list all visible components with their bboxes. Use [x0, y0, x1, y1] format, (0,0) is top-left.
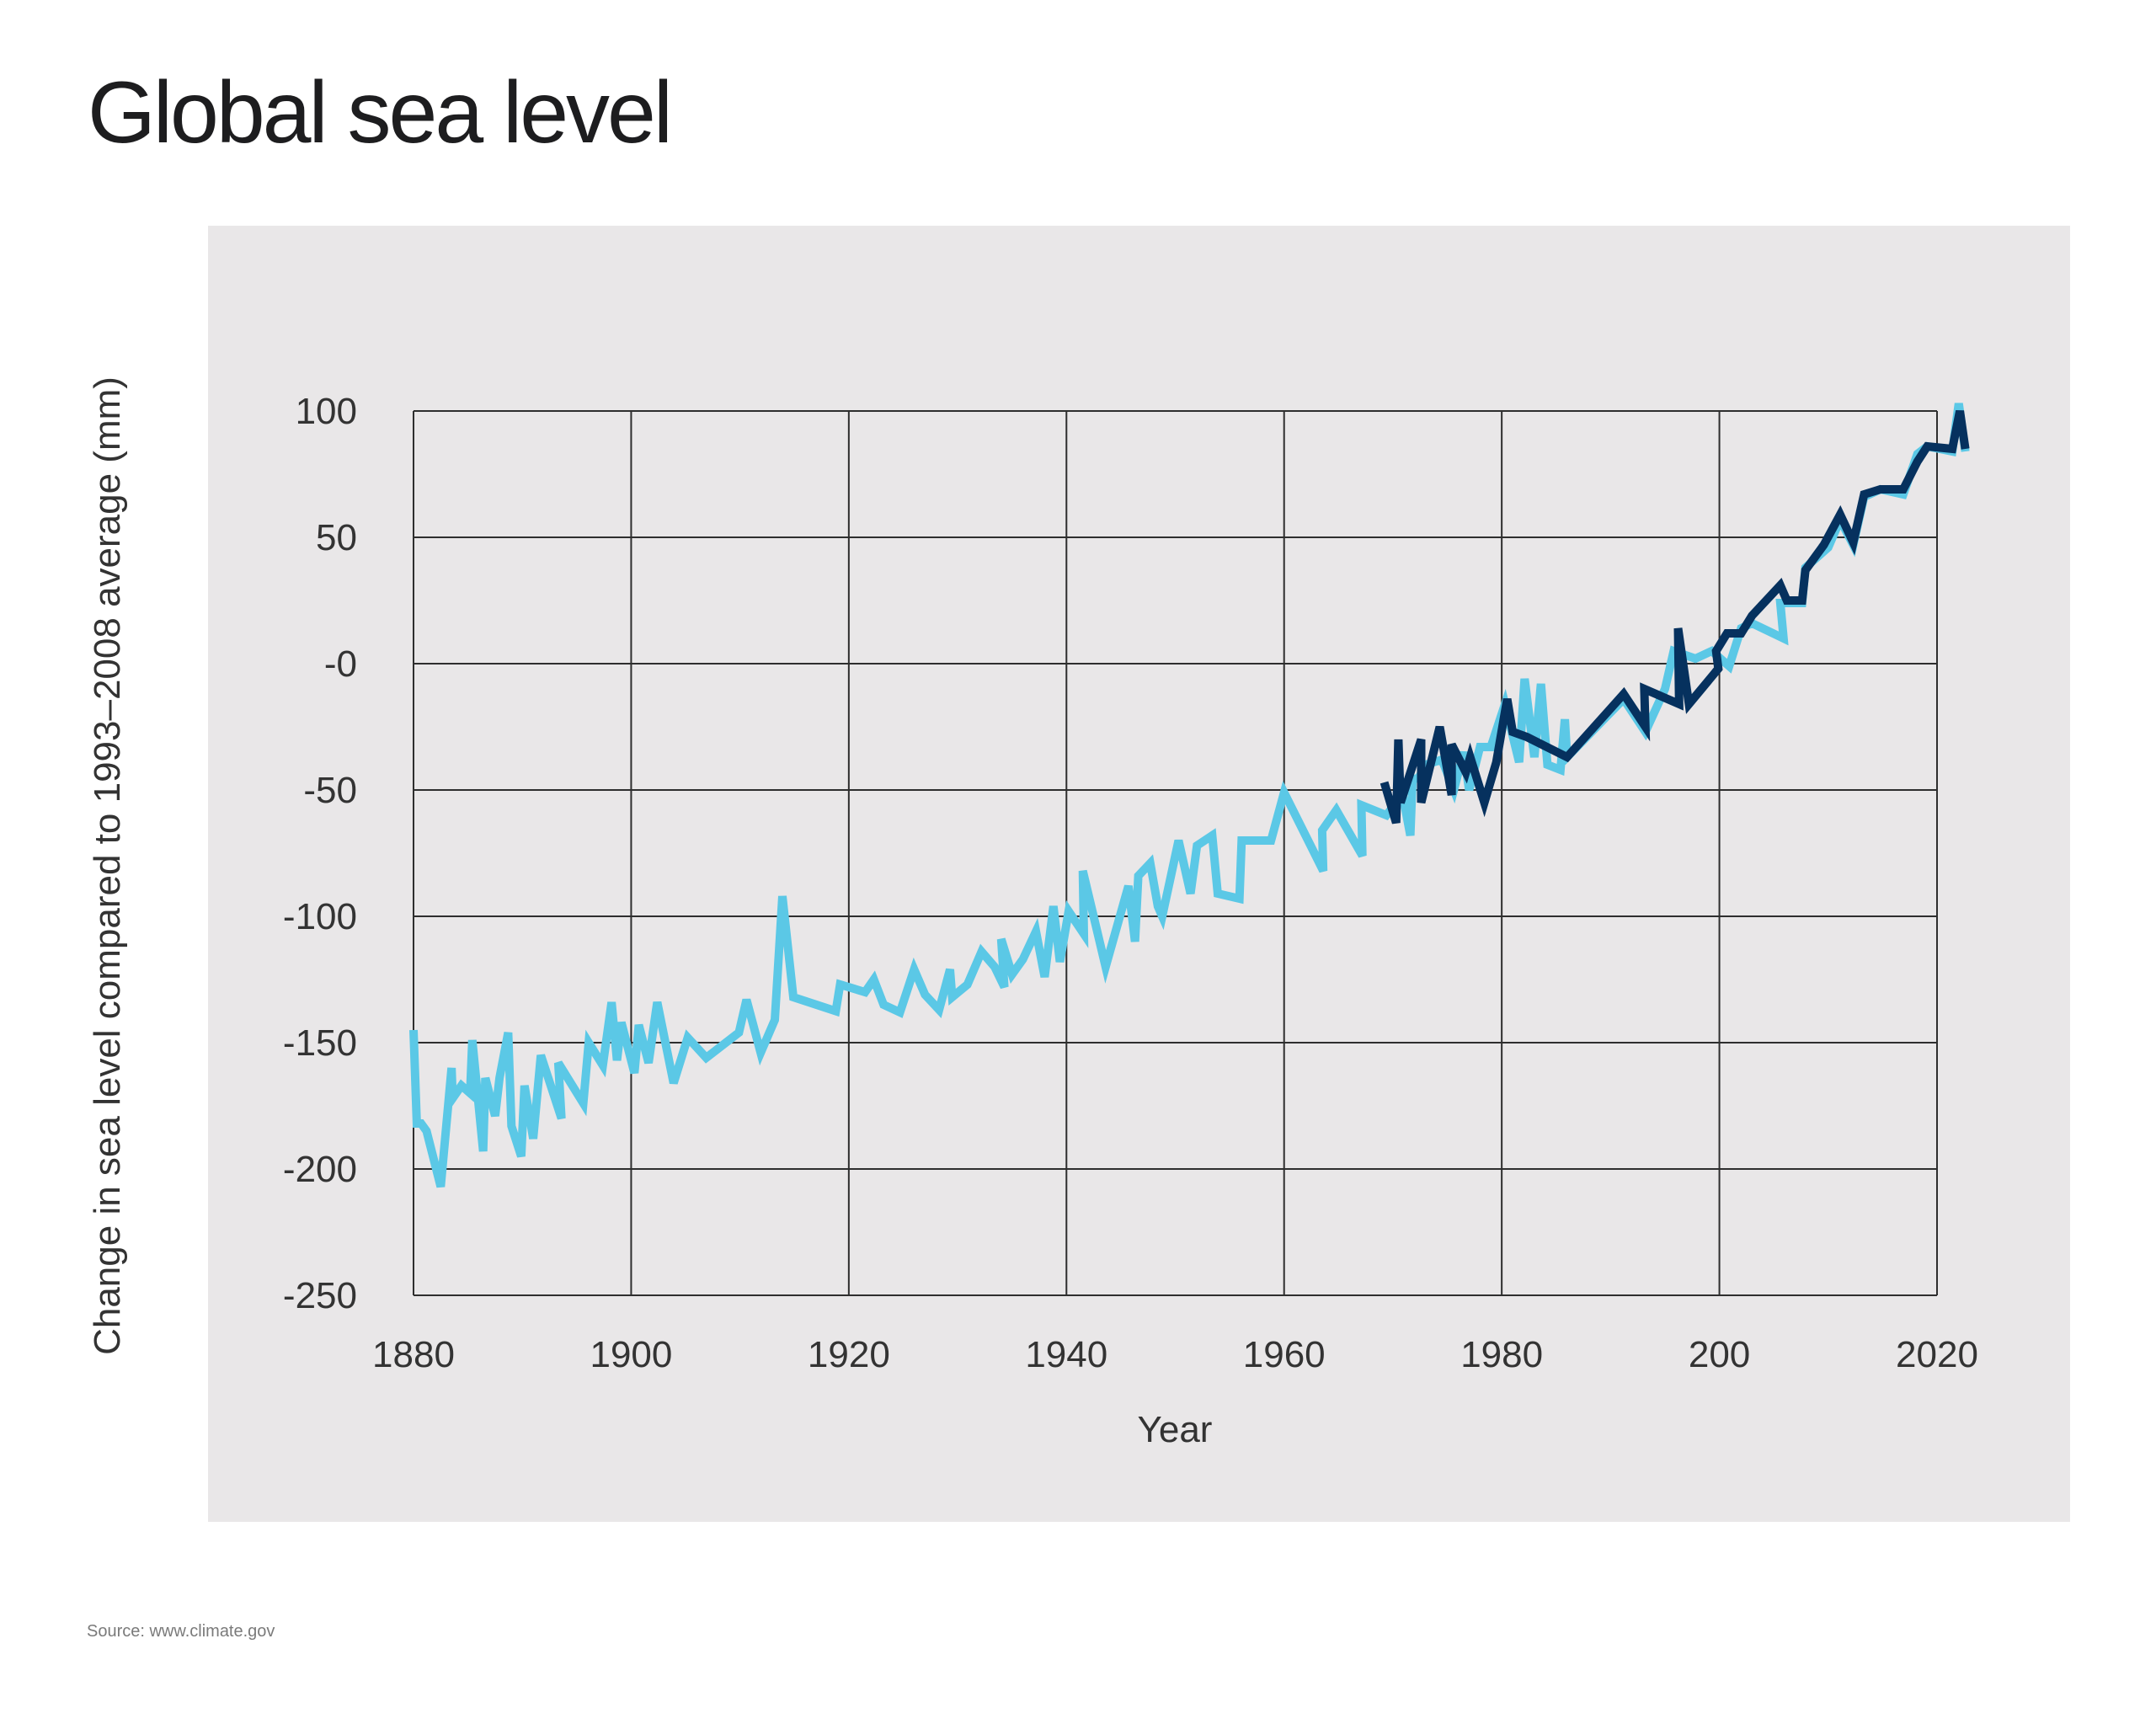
y-axis-title: Change in sea level compared to 1993–200… — [87, 376, 128, 1355]
x-tick-label: 2020 — [1896, 1334, 1978, 1375]
y-tick-label: -150 — [283, 1022, 357, 1064]
y-tick-label: -200 — [283, 1149, 357, 1190]
x-tick-labels: 1880 1900 1920 1940 1960 1980 200 2020 — [372, 1334, 1978, 1375]
y-tick-label: -100 — [283, 896, 357, 937]
source-credit: Source: www.climate.gov — [87, 1622, 275, 1641]
x-tick-label: 1980 — [1460, 1334, 1543, 1375]
x-tick-label: 1880 — [372, 1334, 455, 1375]
x-tick-label: 200 — [1689, 1334, 1750, 1375]
y-tick-label: 100 — [296, 391, 357, 432]
series-line-dark — [1380, 410, 1970, 825]
series-layer — [409, 403, 1970, 1188]
x-tick-label: 1920 — [808, 1334, 890, 1375]
y-tick-label: -50 — [303, 770, 357, 811]
x-tick-label: 1960 — [1243, 1334, 1326, 1375]
page-title: Global sea level — [88, 64, 673, 162]
x-tick-label: 1940 — [1025, 1334, 1107, 1375]
y-tick-label: -250 — [283, 1275, 357, 1316]
y-tick-label: 50 — [316, 517, 357, 558]
x-tick-label: 1900 — [590, 1334, 672, 1375]
y-tick-label: -0 — [324, 643, 357, 685]
series-line-light — [409, 403, 1970, 1188]
x-axis-title: Year — [1138, 1409, 1213, 1450]
y-tick-labels: 100 50 -0 -50 -100 -150 -200 -250 — [283, 391, 357, 1316]
